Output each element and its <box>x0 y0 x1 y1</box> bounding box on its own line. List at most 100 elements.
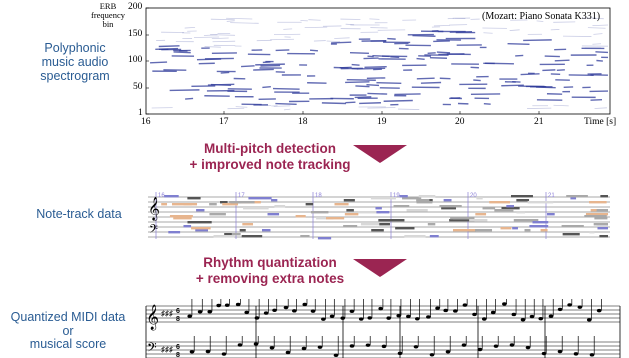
note-track-label-text: Note-track data <box>36 207 122 221</box>
score-notehead <box>443 308 448 313</box>
score-notehead <box>365 343 371 347</box>
score-notehead <box>415 317 420 321</box>
score-notehead <box>263 311 269 315</box>
note-track-bar <box>378 219 405 222</box>
treble-clef-icon: 𝄞 <box>148 198 160 221</box>
score-notehead <box>237 343 243 347</box>
note-track-bar <box>404 235 426 238</box>
score-notehead <box>472 312 477 317</box>
note-track-bar <box>183 225 192 228</box>
note-track-marker-18: 18 <box>315 193 322 199</box>
score-notehead <box>321 317 326 321</box>
spectrogram-stroke <box>262 61 271 64</box>
note-track-bar <box>399 195 408 198</box>
spectrogram-stroke <box>436 51 451 54</box>
score-notehead <box>292 309 297 313</box>
note-track-bar <box>196 209 205 212</box>
score-notehead <box>253 342 259 346</box>
note-track-bar <box>295 215 306 218</box>
xtick-18: 18 <box>298 117 308 127</box>
spectrogram-stroke <box>253 68 274 71</box>
score-notehead <box>596 308 602 313</box>
score-notehead <box>481 317 487 321</box>
spectrogram-stroke <box>349 52 369 55</box>
score-notehead <box>511 312 517 317</box>
spectrogram-stroke <box>412 34 436 37</box>
spectrogram-plot <box>145 7 611 115</box>
score-notehead <box>378 306 384 311</box>
note-track-bar <box>310 211 329 214</box>
xtick-21: 21 <box>534 117 544 127</box>
step1-text: Multi-pitch detection + improved note tr… <box>150 141 390 173</box>
spectrogram-stroke <box>211 37 229 39</box>
spectrogram-stroke <box>220 71 230 74</box>
spectrogram-stroke <box>473 79 481 82</box>
note-track-bar <box>596 209 608 212</box>
note-track-bar <box>540 229 548 232</box>
spectrogram-label-line1: Polyphonic <box>44 41 106 55</box>
note-track-bar <box>161 203 168 206</box>
score-notehead <box>502 302 507 306</box>
spectrogram-stroke <box>553 104 569 107</box>
spectrogram-stroke <box>193 36 220 38</box>
spectrogram-stroke <box>355 85 370 88</box>
score-notehead <box>269 346 275 350</box>
score-notehead <box>396 314 402 318</box>
score-notehead <box>573 352 579 356</box>
note-track-marker-19: 19 <box>393 193 400 199</box>
step1-arrow-triangle <box>353 145 407 163</box>
spectrogram-stroke <box>416 57 425 61</box>
spectrogram-stroke <box>210 18 235 21</box>
note-track-bar <box>494 209 514 212</box>
note-track-bar <box>402 197 422 200</box>
spectrogram-ylabel: ERB frequency bin <box>82 2 134 29</box>
spectrogram-label-line2: music audio <box>41 55 109 69</box>
score-notehead <box>329 314 335 318</box>
time-signature-bass-icon-2: 8 <box>176 352 180 358</box>
score-notehead <box>477 347 483 352</box>
spectrogram-stroke <box>308 19 321 21</box>
spectrogram-frame <box>145 7 611 115</box>
time-signature-treble-icon-2: 8 <box>176 316 180 323</box>
note-track-bar <box>600 195 608 198</box>
score-notehead <box>221 352 227 356</box>
score-notehead <box>205 349 211 354</box>
spectrogram-stroke <box>275 102 297 105</box>
spectrogram-stroke <box>429 56 448 59</box>
spectrogram-stroke <box>169 89 200 92</box>
spectrogram-stroke <box>593 33 603 35</box>
spectrogram-stroke <box>367 92 388 95</box>
spectrogram-stroke <box>345 23 355 26</box>
ylabel-line2: frequency <box>91 10 125 20</box>
ytick-200: 200 <box>128 2 143 12</box>
note-track-bar <box>589 201 607 204</box>
bass-clef-icon: 𝄢 <box>149 222 158 238</box>
note-track-bar <box>416 199 430 202</box>
time-signature-treble-icon: 6 <box>176 308 180 315</box>
score-notehead <box>586 318 592 322</box>
spectrogram-stroke <box>523 39 552 42</box>
note-track-bar <box>532 221 549 224</box>
note-track-bar <box>220 201 228 204</box>
note-track-bar <box>209 203 217 206</box>
spectrogram-stroke <box>372 55 390 58</box>
note-track-bar <box>467 229 493 232</box>
note-track-bar <box>209 213 226 216</box>
score-notehead <box>358 317 364 321</box>
spectrogram-stroke <box>212 40 236 43</box>
spectrogram-stroke <box>554 59 570 62</box>
spectrogram-stroke <box>438 53 465 56</box>
score-notehead <box>493 344 499 348</box>
spectrogram-stroke <box>321 102 347 105</box>
note-track-bar <box>562 233 580 236</box>
spectrogram-stroke <box>595 51 609 54</box>
score-notehead <box>509 343 515 347</box>
score-notehead <box>529 314 535 319</box>
note-track-bar <box>242 223 254 226</box>
note-track-bar <box>241 235 263 238</box>
ytick-150: 150 <box>128 29 143 39</box>
spectrogram-stroke <box>275 49 290 52</box>
score-notehead <box>386 316 392 320</box>
note-track-bar <box>418 195 436 198</box>
score-treble-clef-icon: 𝄞 <box>146 304 159 330</box>
